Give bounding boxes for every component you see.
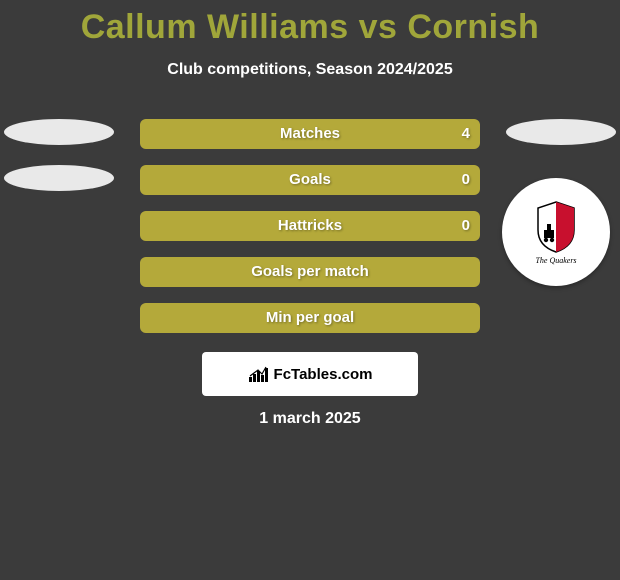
stat-label: Min per goal [140,303,480,333]
stat-bar: Min per goal [140,303,480,333]
stat-label: Hattricks [140,211,480,241]
branding-text: FcTables.com [274,366,373,383]
stat-bar: Goals0 [140,165,480,195]
stat-row: Matches4 [0,119,620,165]
stat-label: Goals [140,165,480,195]
badge-inner: The Quakers [534,200,578,265]
stat-bar: Matches4 [140,119,480,149]
date-label: 1 march 2025 [0,410,620,428]
bars-icon [248,365,270,383]
right-pill [506,119,616,145]
page-title: Callum Williams vs Cornish [0,0,620,47]
shield-icon [534,200,578,254]
stat-value-right: 0 [462,165,470,195]
fctables-branding: FcTables.com [202,352,418,396]
club-badge: The Quakers [502,178,610,286]
stat-bar: Hattricks0 [140,211,480,241]
stat-bar: Goals per match [140,257,480,287]
stat-value-right: 4 [462,119,470,149]
stat-label: Matches [140,119,480,149]
left-pill [4,165,114,191]
subtitle: Club competitions, Season 2024/2025 [0,61,620,79]
comparison-infographic: Callum Williams vs Cornish Club competit… [0,0,620,580]
stat-label: Goals per match [140,257,480,287]
left-pill [4,119,114,145]
stat-row: Min per goal [0,303,620,349]
stat-value-right: 0 [462,211,470,241]
badge-text: The Quakers [534,256,578,265]
